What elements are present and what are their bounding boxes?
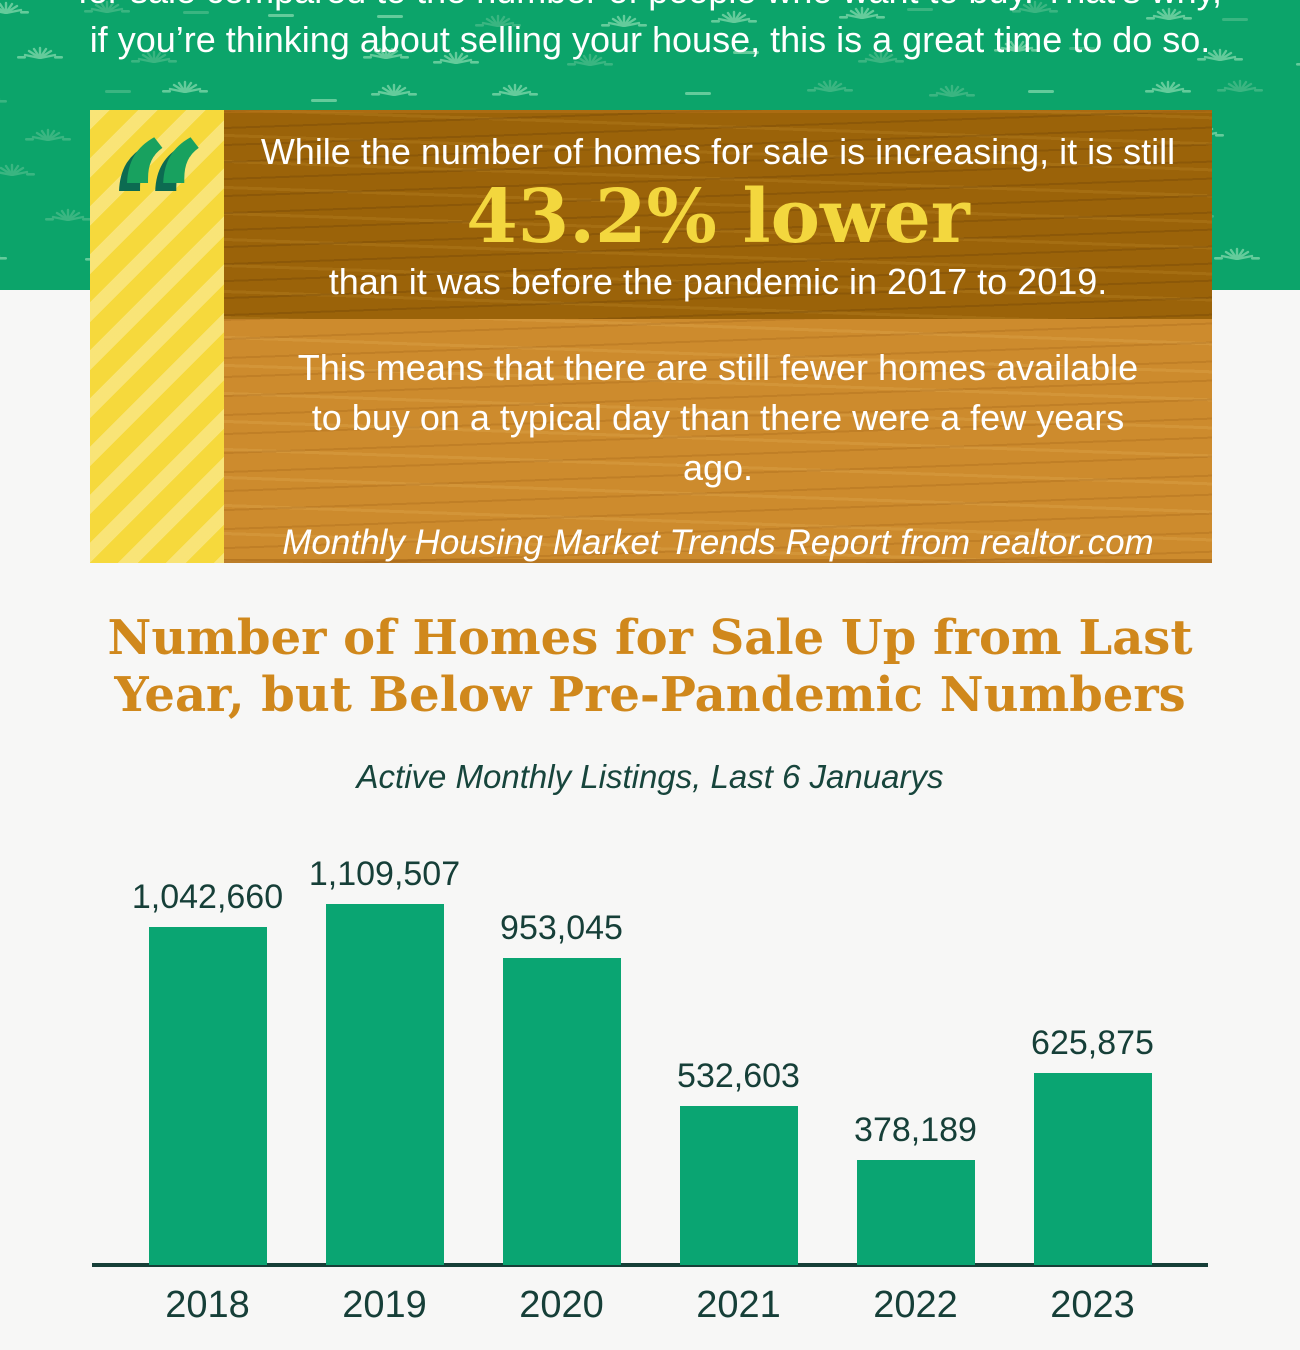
bar <box>148 927 267 1265</box>
bar-value-label: 532,603 <box>677 1057 800 1095</box>
grass-icon <box>474 11 521 28</box>
grass-dash-icon <box>906 8 933 12</box>
chart-title: Number of Homes for Sale Up from Last Ye… <box>0 610 1300 724</box>
year-labels: 2018 2019 2020 2021 2022 2023 <box>0 1284 1300 1327</box>
chart-title-line-1: Number of Homes for Sale Up from Last <box>107 610 1193 666</box>
year-label: 2018 <box>165 1284 250 1326</box>
grass-icon <box>370 80 417 97</box>
grass-dash-icon <box>268 13 295 17</box>
year-label: 2022 <box>873 1284 958 1326</box>
bar <box>325 904 444 1265</box>
grass-icon <box>600 11 647 28</box>
grass-dash-icon <box>1027 90 1054 94</box>
grass-icon <box>16 43 63 60</box>
grass-icon <box>1214 244 1261 261</box>
grass-icon <box>1011 0 1058 14</box>
grass-icon <box>929 81 976 98</box>
grass-icon <box>25 125 72 141</box>
grass-dash-icon <box>684 92 711 96</box>
grass-icon <box>44 205 91 222</box>
bar <box>679 1106 798 1265</box>
quote-dark-panel: While the number of homes for sale is in… <box>224 110 1212 319</box>
grass-icon <box>0 0 30 15</box>
grass-dash-icon <box>1068 47 1095 51</box>
grass-icon <box>491 80 538 96</box>
grass-dash-icon <box>183 10 209 14</box>
year-label: 2020 <box>519 1284 604 1326</box>
bar-value-label: 1,042,660 <box>131 878 284 916</box>
bar <box>502 958 621 1265</box>
quote-light-panel: This means that there are still fewer ho… <box>224 319 1212 563</box>
grass-icon <box>1145 4 1192 20</box>
quote-body: While the number of homes for sale is in… <box>224 110 1212 563</box>
bar-group: 378,189 <box>854 1111 977 1265</box>
grass-icon <box>362 43 409 60</box>
grass-icon <box>839 3 886 20</box>
grass-icon <box>993 36 1040 53</box>
grass-icon <box>710 7 757 23</box>
grass-dash-icon <box>1222 18 1249 22</box>
bar-group: 953,045 <box>500 909 623 1265</box>
grass-icon <box>0 244 7 260</box>
quote-source: Monthly Housing Market Trends Report fro… <box>282 523 1154 562</box>
grass-icon <box>1145 77 1192 94</box>
quote-box: “ While the number of homes for sale is … <box>90 106 1212 563</box>
chart-title-line-2: Year, but Below Pre-Pandemic Numbers <box>114 667 1186 723</box>
bar-group: 532,603 <box>677 1057 800 1265</box>
grass-dash-icon <box>376 14 403 18</box>
quote-line-1: While the number of homes for sale is in… <box>260 131 1176 172</box>
header-text-cutoff: for sale compared to the number of peopl… <box>0 0 1300 11</box>
grass-icon <box>1196 45 1243 62</box>
grass-icon <box>807 76 854 93</box>
grass-icon <box>131 47 178 64</box>
quote-highlight-stat: 43.2% lower <box>466 174 970 260</box>
year-label: 2019 <box>342 1284 427 1326</box>
grass-dash-icon <box>733 51 760 55</box>
year-label: 2021 <box>696 1284 781 1326</box>
grass-dash-icon <box>310 99 337 103</box>
bar-chart: 1,042,660 1,109,507 953,045 532,603 378,189 6… <box>0 855 1300 1265</box>
quote-line-2: than it was before the pandemic in 2017 … <box>328 261 1108 302</box>
bar <box>856 1160 975 1265</box>
grass-icon <box>858 47 905 64</box>
grass-icon <box>84 0 131 14</box>
header-text: if you’re thinking about selling your ho… <box>89 19 1211 60</box>
grass-icon <box>0 87 7 103</box>
bar-group: 1,109,507 <box>309 855 460 1265</box>
quote-paragraph: This means that there are still fewer ho… <box>297 347 1139 488</box>
grass-dash-icon <box>104 89 131 93</box>
quote-mark-icon: “ <box>116 106 209 294</box>
grass-icon <box>433 48 480 65</box>
year-label: 2023 <box>1050 1284 1135 1326</box>
grass-icon <box>162 77 209 94</box>
grass-icon <box>1296 50 1300 66</box>
bar <box>1033 1073 1152 1265</box>
quote-yellow-stripe: “ <box>90 106 224 563</box>
bar-group: 1,042,660 <box>132 878 283 1265</box>
grass-icon <box>566 50 613 66</box>
chart-subtitle: Active Monthly Listings, Last 6 Januarys <box>356 758 944 795</box>
bar-value-label: 378,189 <box>854 1111 977 1149</box>
bar-value-label: 625,875 <box>1031 1024 1154 1062</box>
x-axis-line <box>92 1263 1208 1267</box>
grass-icon <box>0 160 35 176</box>
bar-value-label: 953,045 <box>500 909 623 947</box>
bar-group: 625,875 <box>1031 1024 1154 1265</box>
grass-icon <box>1217 76 1264 93</box>
bar-value-label: 1,109,507 <box>308 855 461 893</box>
